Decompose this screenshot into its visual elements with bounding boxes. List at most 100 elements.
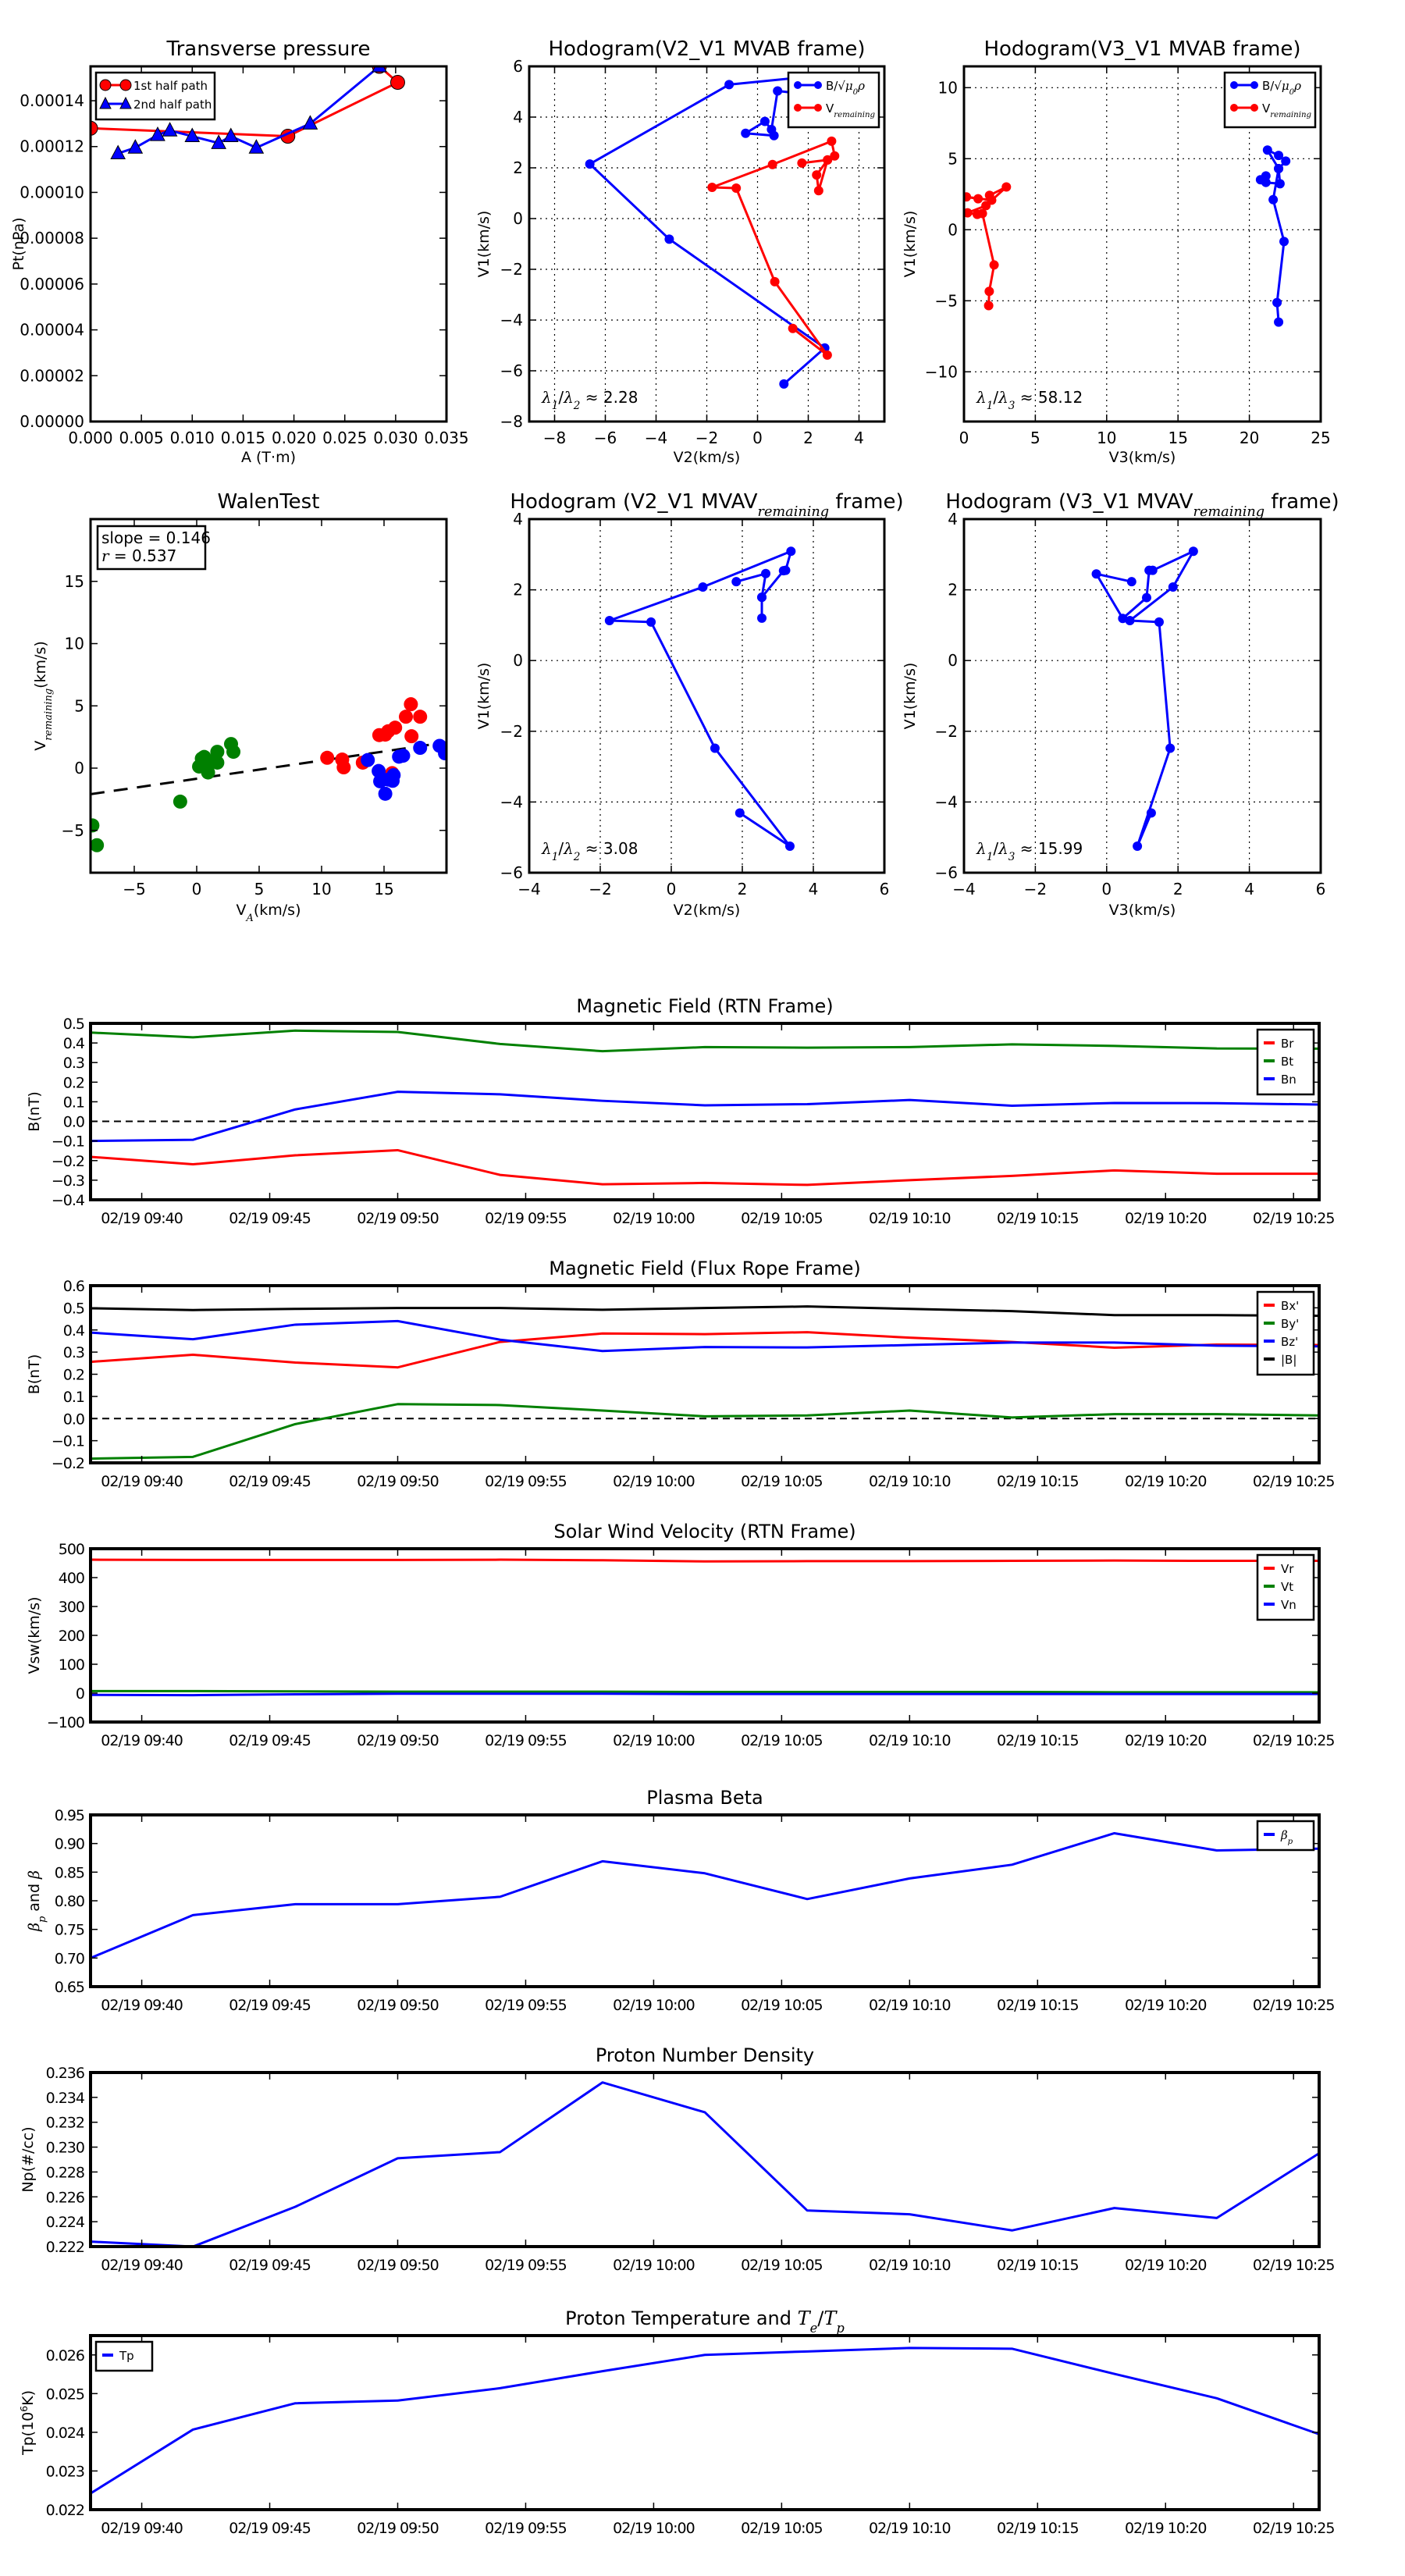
y-tick-label: 0.85 xyxy=(55,1864,84,1881)
chart-title: Proton Temperature and Te/Tp xyxy=(565,2307,845,2336)
x-tick-label: 02/19 10:00 xyxy=(613,2257,695,2274)
series-1 xyxy=(707,136,840,360)
x-axis-label: V3(km/s) xyxy=(1109,449,1176,466)
y-axis-label: B(nT) xyxy=(26,1091,43,1132)
y-tick-label: 2 xyxy=(513,581,523,600)
eigenvalue-ratio-annotation-part: / xyxy=(993,839,998,858)
x-tick-label: 02/19 09:45 xyxy=(229,1473,311,1490)
legend-frame xyxy=(1256,1553,1315,1621)
x-tick-label: 02/19 10:00 xyxy=(613,1732,695,1749)
chart-title: Plasma Beta xyxy=(646,1787,763,1809)
magnetic-field-rtn-chart: 02/19 09:40 02/19 09:45 02/19 09:50 02/19 0… xyxy=(26,995,1335,1227)
x-tick-label: 02/19 10:05 xyxy=(741,1997,823,2014)
eigenvalue-ratio-annotation-part: ≈ 3.08 xyxy=(580,839,638,858)
x-axis-label: V2(km/s) xyxy=(674,449,741,466)
eigenvalue-ratio-annotation-part: 1 xyxy=(987,400,994,412)
data-point xyxy=(741,128,751,138)
legend-label-part: B/√ xyxy=(826,79,845,93)
x-axis-label: A (T·m) xyxy=(241,449,296,466)
plot-content xyxy=(529,519,884,873)
x-tick-label: 0.010 xyxy=(170,429,215,447)
data-point xyxy=(757,613,767,623)
x-tick-label: 02/19 09:45 xyxy=(229,2257,311,2274)
data-point xyxy=(1154,617,1164,627)
data-point xyxy=(302,115,318,130)
eigenvalue-ratio-annotation-part: ≈ 2.28 xyxy=(580,388,638,407)
data-point xyxy=(389,75,405,91)
data-point xyxy=(184,127,201,143)
eigenvalue-ratio-annotation-part: λ xyxy=(976,388,987,407)
legend-label-part: μ xyxy=(845,79,853,93)
data-point xyxy=(822,350,832,360)
data-point xyxy=(1272,297,1282,308)
legend-label-part: 2nd half path xyxy=(133,98,212,112)
data-point xyxy=(1279,237,1289,247)
data-point xyxy=(1274,151,1284,161)
data-point xyxy=(211,134,226,149)
series-line xyxy=(91,1692,1319,1697)
y-axis-label-part: Tp(10 xyxy=(20,2412,37,2456)
y-tick-label: −0.1 xyxy=(52,1433,84,1450)
eigenvalue-ratio-annotation-part: λ xyxy=(998,388,1008,407)
y-tick-label: 0.232 xyxy=(46,2115,84,2132)
y-tick-label: −6 xyxy=(500,361,523,380)
series-line xyxy=(91,1331,1319,1369)
data-point xyxy=(210,755,225,770)
y-tick-label: 0.0 xyxy=(63,1114,84,1131)
data-point xyxy=(773,86,783,96)
y-tick-label: −0.4 xyxy=(52,1192,85,1209)
data-point xyxy=(150,126,165,141)
y-tick-label: −2 xyxy=(500,722,523,741)
x-tick-label: 02/19 10:15 xyxy=(997,2520,1079,2537)
series-2 xyxy=(361,738,446,801)
legend-label-part: Vt xyxy=(1281,1580,1293,1594)
data-point xyxy=(222,127,239,143)
eigenvalue-ratio-annotation-part: / xyxy=(558,388,564,407)
data-point xyxy=(210,745,225,760)
y-tick-label: −8 xyxy=(500,412,523,431)
data-point xyxy=(396,749,411,763)
data-point xyxy=(731,577,742,587)
y-tick-label: 4 xyxy=(948,510,958,528)
y-tick-label: 0.4 xyxy=(63,1035,85,1052)
x-tick-label: −4 xyxy=(952,880,975,898)
correlation-text-part: = 0.537 xyxy=(109,546,177,565)
y-tick-label: 4 xyxy=(513,510,523,528)
y-tick-label: 0.230 xyxy=(46,2140,84,2157)
x-tick-label: 02/19 10:20 xyxy=(1125,2257,1207,2274)
legend-label-part: remaining xyxy=(1270,111,1311,119)
legend-label: Bz' xyxy=(1281,1335,1298,1349)
x-tick-label: 02/19 10:10 xyxy=(869,1210,951,1227)
y-axis-label-part: K) xyxy=(20,2390,37,2406)
legend-label: |B| xyxy=(1281,1353,1297,1367)
data-point xyxy=(1126,577,1136,587)
x-axis-label-part: A xyxy=(246,913,254,924)
data-point xyxy=(1118,614,1128,624)
chart-title-part: frame) xyxy=(829,490,904,514)
x-tick-label: 2 xyxy=(1173,880,1183,898)
chart-title: Hodogram(V3_V1 MVAB frame) xyxy=(984,37,1300,61)
eigenvalue-ratio-annotation-part: 2 xyxy=(573,400,581,412)
series-0 xyxy=(91,1558,1319,1563)
series-line xyxy=(117,66,380,155)
chart-title-part: Magnetic Field (Flux Rope Frame) xyxy=(549,1258,860,1279)
data-point xyxy=(1262,145,1272,155)
eigenvalue-ratio-annotation-part: 1 xyxy=(987,851,994,863)
data-point xyxy=(378,786,393,801)
plot-content xyxy=(91,1831,1319,1959)
legend: 1st half path 2nd half path xyxy=(94,71,216,121)
x-tick-label: 6 xyxy=(880,880,890,898)
axes-frame xyxy=(528,518,886,874)
y-tick-label: 0.3 xyxy=(63,1344,84,1361)
plot-area xyxy=(91,1286,1319,1463)
legend-label-part: B/√ xyxy=(1262,79,1282,93)
series-2 xyxy=(91,1319,1319,1353)
x-tick-label: 02/19 09:55 xyxy=(485,1997,567,2014)
legend-label: Tp xyxy=(119,2349,134,2363)
x-tick-label: 02/19 10:15 xyxy=(997,1473,1079,1490)
legend-frame xyxy=(1223,71,1317,129)
chart-title: WalenTest xyxy=(218,490,320,514)
legend-label: B/√μ0ρ xyxy=(826,79,865,97)
